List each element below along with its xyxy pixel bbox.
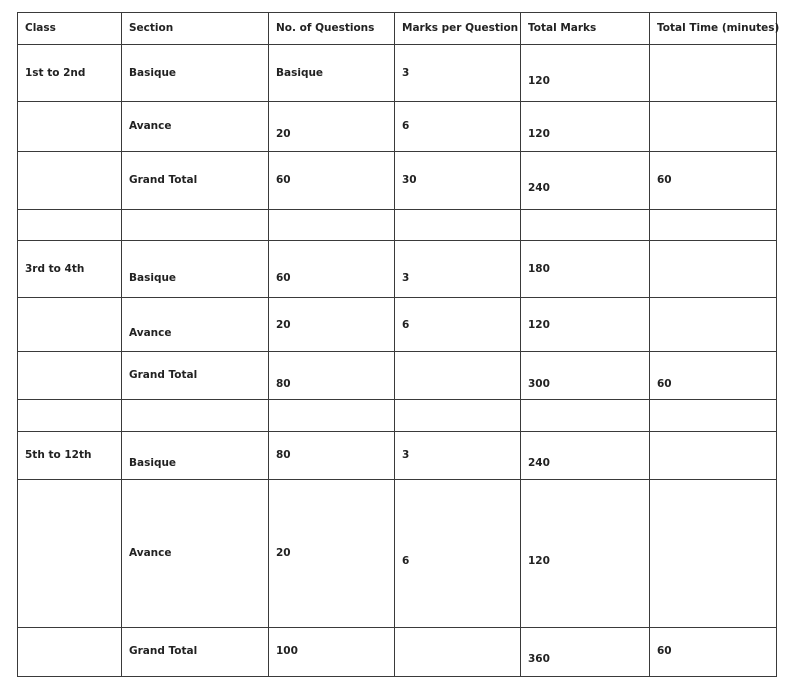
cell-no-of-questions: 60 [276, 272, 291, 284]
column-divider [776, 12, 777, 677]
column-divider [121, 12, 122, 677]
column-divider [394, 12, 395, 677]
cell-class: 1st to 2nd [25, 67, 86, 79]
cell-total-time: 60 [657, 378, 672, 390]
row-divider [17, 297, 777, 298]
cell-total-marks: 300 [528, 378, 550, 390]
cell-no-of-questions: 20 [276, 547, 291, 559]
cell-marks-per-question: 6 [402, 120, 410, 132]
cell-total-marks: 120 [528, 75, 550, 87]
cell-section: Grand Total [129, 645, 198, 657]
cell-no-of-questions: Basique [276, 67, 324, 79]
cell-section: Basique [129, 67, 177, 79]
row-divider [17, 627, 777, 628]
cell-class: 3rd to 4th [25, 263, 85, 275]
column-divider [17, 12, 18, 677]
column-divider [268, 12, 269, 677]
cell-class: 5th to 12th [25, 449, 92, 461]
cell-marks-per-question: 3 [402, 449, 410, 461]
row-divider [17, 479, 777, 480]
cell-marks-per-question: 6 [402, 555, 410, 567]
cell-total-marks: 120 [528, 319, 550, 331]
row-divider [17, 209, 777, 210]
cell-section: Grand Total [129, 369, 198, 381]
row-divider [17, 12, 777, 13]
header-total-time: Total Time (minutes) [657, 22, 780, 34]
cell-no-of-questions: 80 [276, 449, 291, 461]
cell-total-marks: 360 [528, 653, 550, 665]
row-divider [17, 101, 777, 102]
column-divider [649, 12, 650, 677]
row-divider [17, 240, 777, 241]
cell-total-marks: 120 [528, 555, 550, 567]
cell-no-of-questions: 20 [276, 319, 291, 331]
row-divider [17, 351, 777, 352]
cell-section: Avance [129, 547, 172, 559]
cell-no-of-questions: 60 [276, 174, 291, 186]
cell-no-of-questions: 20 [276, 128, 291, 140]
cell-no-of-questions: 80 [276, 378, 291, 390]
header-section: Section [129, 22, 174, 34]
cell-total-marks: 240 [528, 457, 550, 469]
cell-section: Avance [129, 120, 172, 132]
cell-total-marks: 120 [528, 128, 550, 140]
cell-section: Basique [129, 272, 177, 284]
cell-section: Basique [129, 457, 177, 469]
cell-total-marks: 240 [528, 182, 550, 194]
cell-section: Grand Total [129, 174, 198, 186]
header-total-marks: Total Marks [528, 22, 597, 34]
header-no-of-questions: No. of Questions [276, 22, 375, 34]
row-divider [17, 399, 777, 400]
row-divider [17, 151, 777, 152]
row-divider [17, 431, 777, 432]
cell-marks-per-question: 6 [402, 319, 410, 331]
cell-total-time: 60 [657, 174, 672, 186]
cell-total-time: 60 [657, 645, 672, 657]
cell-marks-per-question: 3 [402, 67, 410, 79]
column-divider [520, 12, 521, 677]
cell-marks-per-question: 30 [402, 174, 417, 186]
row-divider [17, 44, 777, 45]
cell-total-marks: 180 [528, 263, 550, 275]
row-divider [17, 676, 777, 677]
header-marks-per-question: Marks per Question [402, 22, 519, 34]
cell-section: Avance [129, 327, 172, 339]
cell-no-of-questions: 100 [276, 645, 298, 657]
cell-marks-per-question: 3 [402, 272, 410, 284]
header-class: Class [25, 22, 56, 34]
